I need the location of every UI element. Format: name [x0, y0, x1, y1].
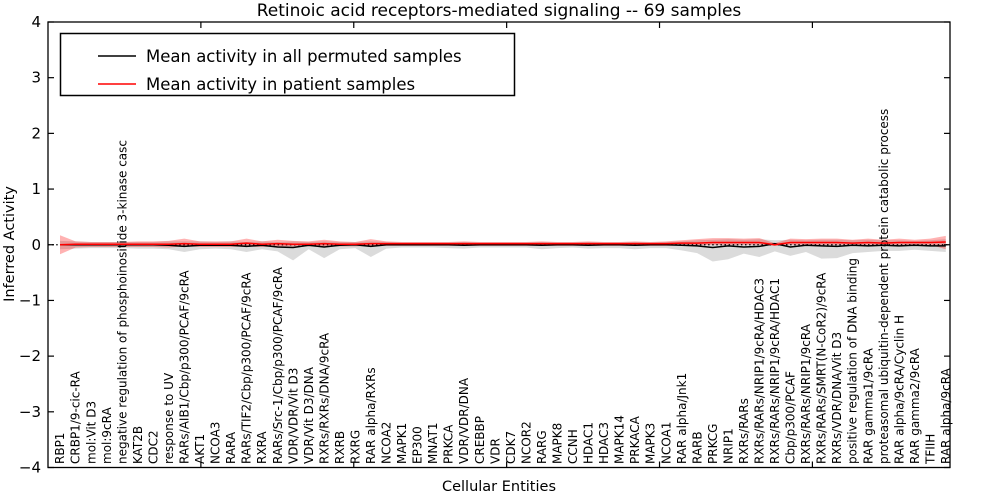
- legend-label-patient: Mean activity in patient samples: [146, 75, 415, 94]
- x-tick-label: RXRs/VDR/DNA/Vit D3: [830, 332, 844, 464]
- x-tick-label: CDC2: [146, 430, 160, 464]
- x-tick-label: MAPK14: [613, 415, 627, 464]
- legend: Mean activity in all permuted samples Me…: [59, 32, 516, 97]
- series-lines-layer: [48, 241, 950, 249]
- x-tick-label: TFIIH: [923, 434, 937, 465]
- chart-title: Retinoic acid receptors-mediated signali…: [257, 1, 742, 21]
- y-axis-title: Inferred Activity: [2, 186, 18, 302]
- x-tick-label: RXRs/RARs/SMRT(N-CoR2)/9cRA: [815, 272, 829, 464]
- x-tick-label: mol:9cRA: [100, 407, 114, 464]
- x-tick-label: VDR/VDR/Vit D3: [286, 368, 300, 464]
- x-tick-label: RAR gamma1/9cRA: [861, 347, 875, 464]
- y-tick-label: −4: [19, 459, 41, 477]
- x-tick-label: RXRG: [348, 430, 362, 464]
- x-tick-label: RARs/Src-1/Cbp/p300/PCAF/9cRA: [271, 266, 285, 464]
- permuted-mean-line: [60, 242, 946, 249]
- legend-box: [59, 32, 516, 97]
- y-tick-label: 4: [31, 13, 41, 31]
- x-tick-label: RXRB: [333, 431, 347, 464]
- x-tick-label: PRKACA: [628, 415, 642, 464]
- x-tick-label: HDAC3: [597, 422, 611, 464]
- patient-mean-line: [59, 241, 946, 246]
- y-tick-label: 0: [31, 236, 41, 254]
- x-tick-label: RARG: [535, 430, 549, 464]
- x-tick-label: VDR: [488, 438, 502, 464]
- confidence-bands-layer: [60, 235, 946, 262]
- x-tick-label: RARA: [224, 431, 238, 464]
- y-tick-label: 3: [31, 69, 41, 87]
- x-tick-label: EP300: [411, 426, 425, 464]
- x-tick-label: response to UV: [162, 372, 176, 464]
- x-tick-label: RAR alpha/9cRA: [939, 367, 953, 464]
- x-tick-label: RXRs/RARs: [737, 398, 751, 464]
- x-tick-label: Cbp/p300/PCAF: [784, 371, 798, 464]
- x-tick-label: PRKCA: [442, 424, 456, 464]
- x-tick-label: RXRs/RARs/NRIP1/9cRA/HDAC3: [753, 278, 767, 464]
- y-tick-label: −1: [19, 291, 41, 309]
- y-tick-label: −2: [19, 347, 41, 365]
- x-tick-label: RXRs/RARs/NRIP1/9cRA/HDAC1: [768, 278, 782, 464]
- x-tick-label: proteasomal ubiquitin-dependent protein …: [877, 109, 891, 464]
- x-tick-label: NRIP1: [721, 428, 735, 464]
- x-tick-label: RAR gamma2/9cRA: [908, 347, 922, 464]
- x-tick-label: VDR/Vit D3/DNA: [302, 366, 316, 464]
- x-tick-label: RXRs/RXRs/DNA/9cRA: [317, 332, 331, 464]
- x-tick-label: RAR alpha/9cRA/Cyclin H: [892, 315, 906, 464]
- x-tick-label: VDR/VDR/DNA: [457, 377, 471, 464]
- x-tick-label: MAPK8: [550, 423, 564, 464]
- axes-layer: 4 3 2 1 0 −1 −2 −3 −4: [19, 13, 951, 477]
- y-tick-label: 2: [31, 124, 41, 142]
- x-axis-title: Cellular Entities: [442, 479, 556, 495]
- x-tick-label: RARs/AIB1/Cbp/p300/PCAF/9cRA: [178, 270, 192, 464]
- x-tick-label: AKT1: [193, 434, 207, 464]
- x-tick-label: MNAT1: [426, 422, 440, 464]
- x-tick-label: mol:Vit D3: [84, 401, 98, 464]
- legend-label-permuted: Mean activity in all permuted samples: [146, 47, 462, 66]
- x-tick-label: NCOR2: [519, 421, 533, 464]
- x-tick-label: PRKCG: [706, 424, 720, 464]
- x-tick-label: CCNH: [566, 429, 580, 464]
- x-tick-label: KAT2B: [131, 426, 145, 464]
- x-tick-label: RAR alpha/RXRs: [364, 367, 378, 464]
- x-tick-label: NCOA3: [209, 422, 223, 464]
- x-tick-label: RXRs/RARs/NRIP1/9cRA: [799, 323, 813, 464]
- x-tick-label: RXRA: [255, 431, 269, 464]
- x-tick-label: RAR alpha/Jnk1: [675, 373, 689, 464]
- x-tick-label: CRBP1/9-cic-RA: [69, 370, 83, 464]
- x-tick-label: NCOA1: [659, 422, 673, 464]
- x-tick-label: MAPK1: [395, 423, 409, 464]
- category-labels-layer: RBP1 CRBP1/9-cic-RA mol:Vit D3 mol:9cRA nega…: [53, 109, 953, 465]
- x-tick-label: RARs/TIF2/Cbp/p300/PCAF/9cRA: [240, 272, 254, 464]
- x-tick-label: RBP1: [53, 433, 67, 464]
- x-tick-label: negative regulation of phosphoinositide …: [115, 140, 129, 464]
- x-tick-label: HDAC1: [582, 422, 596, 464]
- y-tick-label: 1: [31, 180, 41, 198]
- x-tick-label: CDK7: [504, 431, 518, 464]
- x-tick-label: positive regulation of DNA binding: [846, 258, 860, 464]
- y-tick-label: −3: [19, 403, 41, 421]
- permuted-band: [60, 239, 946, 262]
- x-tick-label: RARB: [690, 431, 704, 464]
- x-tick-label: MAPK3: [644, 423, 658, 464]
- x-tick-label: CREBBP: [473, 416, 487, 464]
- x-tick-label: NCOA2: [380, 422, 394, 464]
